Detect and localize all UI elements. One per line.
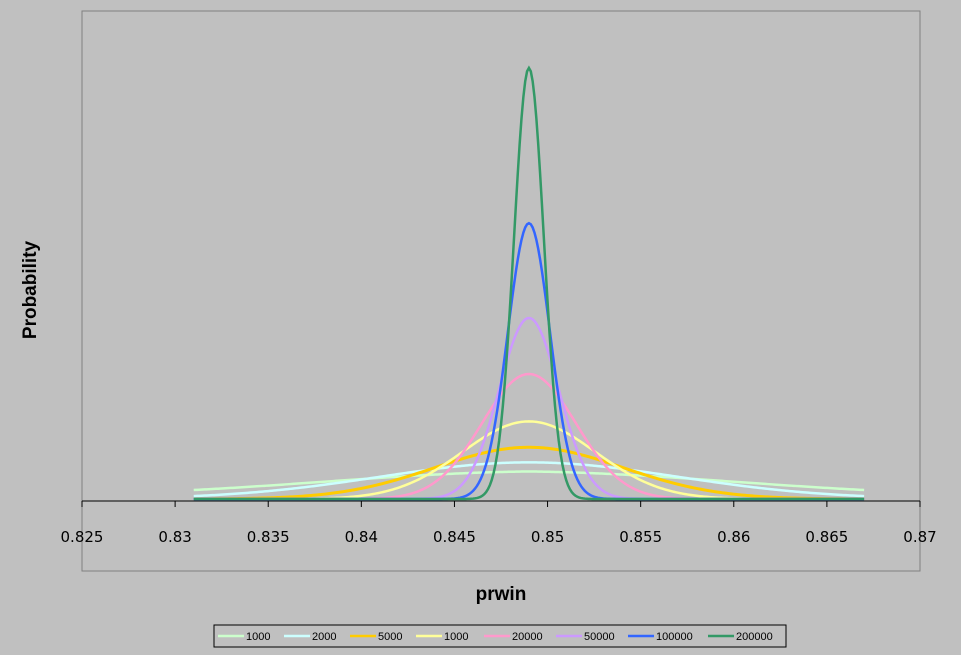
series-line-1000-0 xyxy=(193,470,865,492)
x-tick-label: 0.87 xyxy=(903,528,936,546)
series-line-200000-7 xyxy=(193,65,865,501)
x-tick-label: 0.84 xyxy=(345,528,378,546)
x-tick-label: 0.855 xyxy=(619,528,662,546)
series-line-5000-2 xyxy=(193,445,865,501)
legend-label: 50000 xyxy=(584,631,615,643)
y-axis-title: Probability xyxy=(20,240,41,339)
legend: 1000 2000 5000 1000 20000 50000 100000 200000 xyxy=(213,624,787,648)
x-tick-label: 0.845 xyxy=(433,528,476,546)
plot-area-frame xyxy=(81,10,921,572)
legend-label: 100000 xyxy=(656,631,693,643)
x-axis-ticks: 0.825 0.83 0.835 0.84 0.845 0.85 0.855 0.86 0.86… xyxy=(61,501,937,546)
x-tick-label: 0.83 xyxy=(158,528,191,546)
x-tick-label: 0.86 xyxy=(717,528,750,546)
legend-label: 1000 xyxy=(444,631,468,643)
legend-label: 2000 xyxy=(312,631,336,643)
series-line-2000-1 xyxy=(193,461,865,498)
x-tick-label: 0.85 xyxy=(531,528,564,546)
x-axis-title: prwin xyxy=(476,584,527,605)
series-lines xyxy=(193,65,865,501)
legend-label: 5000 xyxy=(378,631,402,643)
x-tick-label: 0.835 xyxy=(247,528,290,546)
legend-label: 20000 xyxy=(512,631,543,643)
x-tick-label: 0.825 xyxy=(61,528,104,546)
legend-label: 200000 xyxy=(736,631,773,643)
legend-label: 1000 xyxy=(246,631,270,643)
x-tick-label: 0.865 xyxy=(805,528,848,546)
